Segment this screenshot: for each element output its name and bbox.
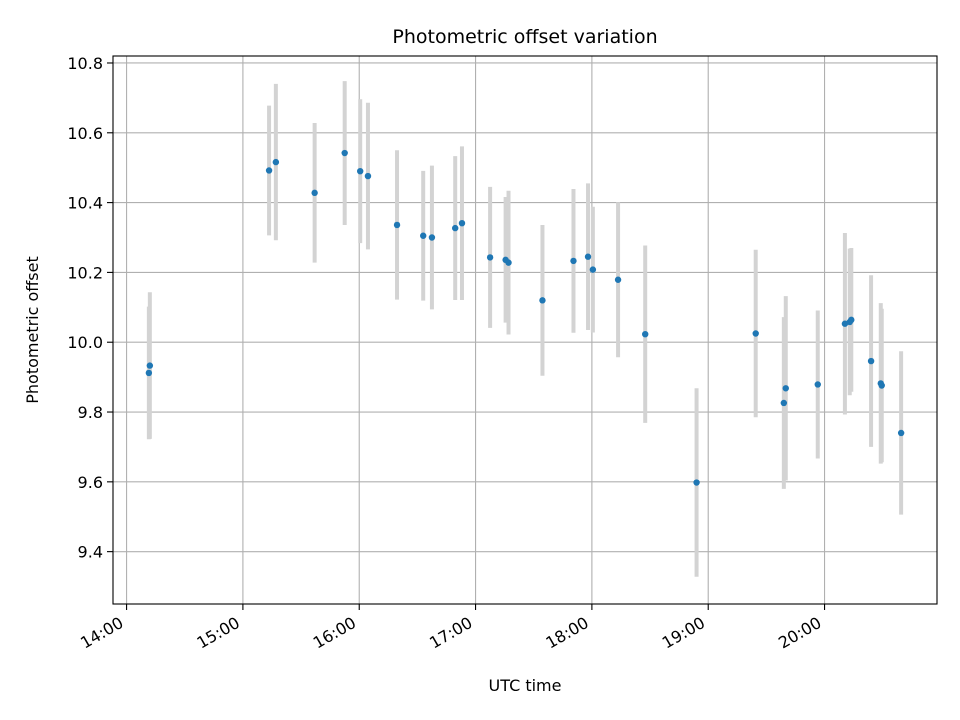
x-tick-label: 17:00 — [426, 613, 475, 653]
y-tick-label: 9.4 — [78, 543, 103, 562]
data-point — [539, 297, 546, 304]
y-tick-label: 10.2 — [67, 263, 103, 282]
x-axis-ticks: 14:00 15:00 16:00 17:00 18:00 19:00 20:00 — [77, 604, 826, 653]
data-point — [145, 369, 153, 377]
data-point — [393, 221, 401, 229]
data-point — [570, 257, 577, 265]
y-tick-label: 9.6 — [78, 473, 103, 492]
data-point — [272, 158, 280, 166]
y-tick-label: 10.8 — [67, 54, 103, 73]
y-tick-label: 10.0 — [67, 333, 103, 352]
x-tick-label: 19:00 — [659, 613, 708, 653]
data-point — [867, 357, 875, 365]
data-point — [782, 385, 789, 392]
x-tick-label: 15:00 — [193, 613, 242, 653]
plot-frame — [112, 55, 938, 605]
x-axis-label: UTC time — [489, 676, 562, 695]
data-point — [311, 189, 318, 197]
data-point — [614, 276, 622, 283]
data-point — [146, 362, 154, 369]
errorbar-layer — [146, 81, 904, 577]
x-tick-label: 16:00 — [310, 613, 359, 653]
data-point — [780, 399, 788, 407]
data-point — [420, 232, 427, 239]
data-point — [428, 234, 436, 241]
data-point — [878, 382, 885, 389]
data-point — [693, 479, 700, 486]
data-point — [642, 330, 649, 338]
data-point — [486, 254, 494, 261]
x-tick-label: 14:00 — [77, 613, 126, 653]
data-point — [589, 266, 597, 273]
data-point — [897, 429, 905, 437]
y-axis-ticks: 9.4 9.6 9.8 10.0 10.2 10.4 10.6 10.8 — [67, 54, 113, 562]
y-axis-label: Photometric offset — [23, 256, 42, 404]
data-point — [364, 172, 372, 180]
point-layer — [145, 149, 905, 486]
y-tick-label: 9.8 — [78, 403, 103, 422]
x-tick-label: 20:00 — [775, 613, 824, 653]
data-point — [841, 320, 849, 327]
y-tick-label: 10.6 — [67, 124, 103, 143]
data-point — [848, 316, 855, 324]
y-tick-label: 10.4 — [67, 194, 103, 213]
data-point — [265, 167, 273, 174]
data-point — [814, 381, 821, 388]
x-tick-label: 18:00 — [542, 613, 591, 653]
data-point — [341, 149, 348, 157]
data-point — [452, 224, 459, 232]
data-point — [752, 330, 759, 337]
data-point — [357, 167, 364, 175]
chart-title: Photometric offset variation — [392, 26, 657, 48]
data-point — [584, 253, 592, 260]
data-point — [505, 259, 512, 266]
grid-layer — [113, 56, 937, 604]
data-point — [458, 219, 466, 227]
